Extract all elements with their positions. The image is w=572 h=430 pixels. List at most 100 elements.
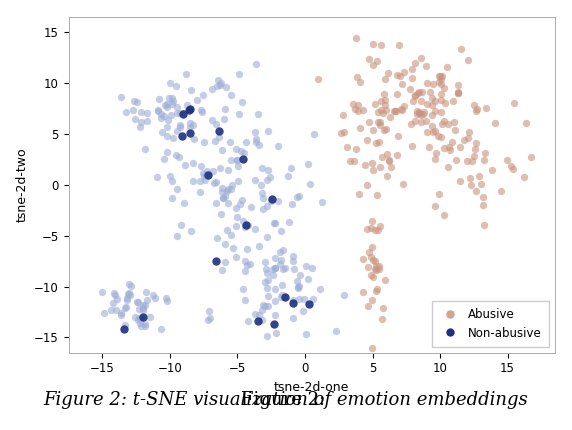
Point [277, 292, 287, 298]
Point [233, 163, 243, 170]
Point [133, 299, 142, 306]
Point [240, 258, 249, 264]
Point [375, 164, 384, 171]
Point [379, 305, 388, 312]
Point [263, 293, 272, 300]
Point [264, 128, 273, 135]
Point [224, 185, 233, 192]
Point [466, 175, 475, 182]
Point [208, 86, 217, 92]
Point [272, 329, 281, 336]
Point [205, 307, 214, 314]
Point [394, 132, 403, 139]
Point [135, 319, 144, 326]
Point [161, 101, 170, 108]
Point [359, 255, 368, 262]
Point [293, 285, 302, 292]
Point [464, 129, 474, 136]
Point [166, 172, 175, 179]
Point [415, 88, 424, 95]
Point [238, 98, 247, 105]
Point [387, 163, 396, 170]
Point [193, 97, 202, 104]
Point [217, 267, 227, 273]
Point [474, 172, 483, 179]
Point [423, 101, 432, 108]
Point [247, 203, 256, 210]
Point [350, 105, 359, 112]
Point [364, 118, 374, 125]
Point [435, 73, 444, 80]
Point [220, 116, 229, 123]
Point [137, 315, 146, 322]
Point [140, 301, 149, 308]
Point [410, 91, 419, 98]
Point [186, 227, 196, 234]
Point [301, 330, 311, 337]
Point [189, 160, 198, 166]
Point [307, 264, 316, 271]
Point [375, 122, 384, 129]
Point [240, 224, 249, 231]
Point [138, 302, 148, 309]
Point [281, 264, 290, 271]
Point [309, 295, 318, 302]
Point [242, 246, 251, 253]
Point [424, 144, 434, 150]
Point [396, 105, 405, 112]
Point [243, 221, 252, 228]
Point [374, 263, 383, 270]
Point [125, 290, 134, 297]
Point [145, 313, 154, 320]
Point [212, 83, 221, 89]
Point [367, 253, 376, 260]
Point [258, 194, 267, 201]
Point [130, 116, 140, 123]
Point [453, 88, 462, 95]
Point [176, 123, 185, 130]
Point [439, 84, 448, 91]
Point [166, 111, 176, 118]
Point [204, 172, 213, 178]
Point [296, 271, 305, 278]
Point [416, 111, 425, 118]
Point [222, 188, 231, 195]
Point [416, 97, 426, 104]
Point [471, 188, 480, 195]
Point [351, 146, 360, 153]
Point [140, 146, 149, 153]
Point [253, 317, 263, 324]
Point [284, 218, 293, 225]
Point [288, 297, 297, 304]
Point [395, 42, 404, 49]
Point [239, 149, 248, 156]
Point [153, 173, 162, 180]
Point [154, 95, 163, 102]
Point [173, 186, 182, 193]
Point [288, 257, 297, 264]
Point [345, 158, 355, 165]
Point [292, 194, 301, 201]
Point [414, 89, 423, 96]
Point [269, 320, 279, 327]
Point [141, 289, 150, 295]
Point [239, 218, 248, 224]
Point [112, 307, 121, 313]
Point [216, 165, 225, 172]
Point [216, 80, 225, 86]
Point [270, 286, 279, 292]
Point [124, 281, 133, 288]
Point [371, 263, 380, 270]
Point [264, 302, 273, 309]
Point [195, 188, 204, 195]
Point [217, 184, 227, 191]
Point [451, 156, 460, 163]
Point [162, 100, 172, 107]
Point [227, 186, 236, 193]
Point [122, 295, 132, 301]
Point [211, 138, 220, 144]
Point [181, 71, 190, 78]
Point [214, 128, 224, 135]
Point [314, 75, 323, 82]
Point [277, 282, 287, 289]
